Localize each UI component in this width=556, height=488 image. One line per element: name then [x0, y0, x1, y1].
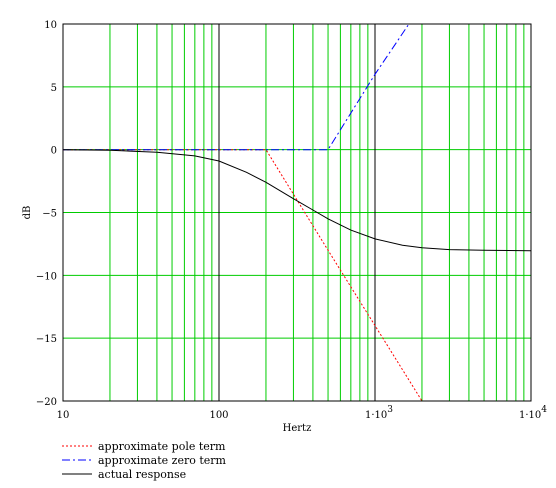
y-tick-label: −15	[36, 334, 57, 345]
y-tick-labels: 10 5 0 −5 −10 −15 −20	[36, 20, 57, 408]
x-tick-label: 10	[57, 410, 70, 421]
series-line-approximate-pole-term	[63, 149, 423, 402]
x-tick-label: 1·103	[365, 405, 393, 421]
y-tick-label: 5	[51, 83, 57, 94]
y-tick-label: 10	[44, 20, 57, 31]
minor-grid	[63, 24, 531, 401]
x-tick-label: 100	[209, 410, 228, 421]
x-tick-labels: 10 100 1·103 1·104	[57, 405, 548, 421]
series-line-approximate-zero-term	[63, 23, 410, 151]
y-tick-label: −20	[36, 397, 57, 408]
plot-frame	[62, 23, 532, 402]
x-tick-label: 1·104	[519, 405, 547, 421]
y-axis-label: dB	[22, 206, 33, 220]
series-line-actual-response	[62, 149, 532, 252]
y-tick-label: −5	[42, 209, 57, 220]
legend-label: approximate pole term	[98, 440, 226, 453]
x-axis-label: Hertz	[283, 423, 312, 434]
legend-label: approximate zero term	[98, 454, 227, 467]
legend-label: actual response	[98, 468, 186, 481]
y-tick-label: −10	[36, 271, 57, 282]
series-layer	[62, 23, 532, 402]
major-grid	[218, 24, 376, 401]
y-tick-label: 0	[51, 146, 57, 157]
